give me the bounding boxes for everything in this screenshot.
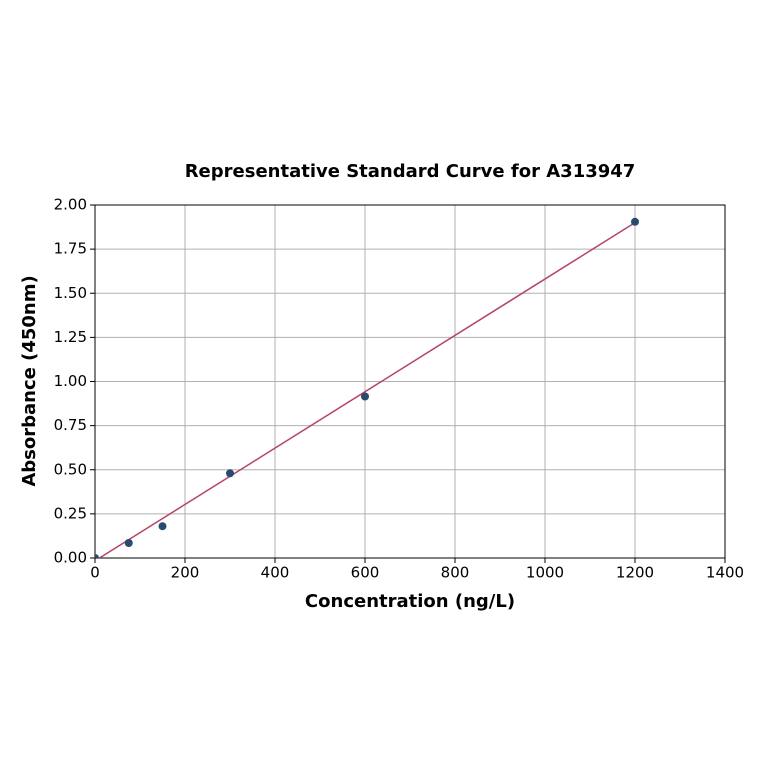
y-axis-label: Absorbance (450nm) <box>19 275 40 486</box>
data-point <box>361 392 369 401</box>
x-tick-label: 600 <box>351 564 380 582</box>
y-tick-label: 0.00 <box>54 549 87 567</box>
x-tick-label: 0 <box>90 564 100 582</box>
y-tick-label: 0.25 <box>54 504 87 522</box>
fit-line <box>99 222 636 558</box>
y-tick-label: 1.50 <box>54 284 87 302</box>
x-tick-label: 200 <box>171 564 200 582</box>
data-point <box>95 554 99 558</box>
y-tick-label: 1.75 <box>54 240 87 258</box>
x-tick-label: 1400 <box>706 564 744 582</box>
x-tick-label: 1000 <box>526 564 564 582</box>
chart-title: Representative Standard Curve for A31394… <box>185 161 636 182</box>
data-point <box>226 469 234 478</box>
y-tick-label: 1.25 <box>54 328 87 346</box>
x-tick-label: 1200 <box>616 564 654 582</box>
y-tick-label: 0.75 <box>54 416 87 434</box>
data-point <box>124 538 133 547</box>
y-tick-label: 1.00 <box>54 372 87 390</box>
y-tick-label: 0.50 <box>54 460 87 478</box>
x-tick-label: 800 <box>441 564 470 582</box>
x-axis-label: Concentration (ng/L) <box>305 591 515 612</box>
y-tick-label: 2.00 <box>54 196 87 214</box>
data-point <box>158 522 167 531</box>
data-point <box>631 217 639 226</box>
plot-frame <box>94 204 726 559</box>
x-tick-label: 400 <box>261 564 290 582</box>
